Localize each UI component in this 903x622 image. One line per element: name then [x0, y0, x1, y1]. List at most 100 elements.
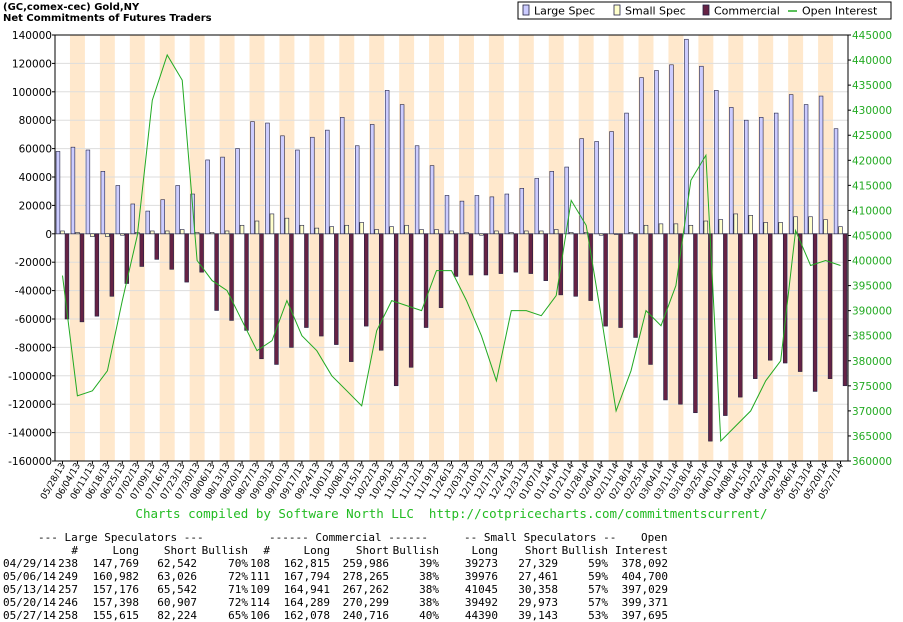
cell-oi: 397,029 [621, 583, 668, 596]
y-tick-label: 140000 [12, 30, 52, 42]
cell-ss-long: 41045 [464, 583, 498, 596]
table-row: 05/20/14 246 157,398 60,907 72% 114 164,289 270… [0, 596, 903, 609]
y-tick-label: 0 [45, 229, 52, 241]
small-spec-bar [808, 216, 813, 235]
col-open-interest: Interest [615, 544, 668, 557]
commercial-bar [154, 233, 159, 260]
small-spec-bar [733, 213, 738, 235]
small-spec-bar [778, 222, 783, 235]
cell-c-long: 162,078 [283, 609, 330, 622]
y-tick-label: 20000 [19, 200, 52, 212]
commercial-bar [349, 233, 354, 362]
commercial-bar [573, 233, 578, 297]
cell-ss-bull: 59% [588, 570, 608, 583]
small-spec-bar [314, 227, 320, 235]
small-spec-bar [479, 233, 484, 236]
cell-ss-long: 39492 [464, 596, 498, 609]
large-spec-bar [355, 145, 360, 235]
group-commercial: ------ Commercial ------ [269, 531, 428, 544]
y2-tick-label: 445000 [852, 30, 892, 42]
cell-c-short: 267,262 [342, 583, 389, 596]
commercial-bar [214, 233, 219, 311]
cell-c-bull: 40% [419, 609, 439, 622]
cell-ls-short: 82,224 [157, 609, 197, 622]
small-spec-bar [359, 222, 364, 235]
cell-oi: 397,695 [621, 609, 668, 622]
week-band [488, 35, 504, 461]
y-tick-label: -140000 [8, 428, 52, 440]
legend-swatch [522, 4, 530, 16]
group-small-spec: -- Small Speculators -- [464, 531, 617, 544]
cell-date: 05/06/14 [3, 570, 56, 583]
commercial-bar [483, 233, 489, 276]
small-spec-bar [464, 232, 469, 235]
small-spec-bar [838, 226, 843, 235]
cell-ls-long: 157,398 [92, 596, 139, 609]
commercial-bar [64, 233, 70, 320]
large-spec-bar [384, 90, 390, 235]
large-spec-bar [773, 112, 779, 235]
small-spec-bar [404, 224, 409, 235]
large-spec-bar [190, 193, 195, 235]
col-ss-bullish: Bullish [561, 544, 608, 557]
large-spec-bar [818, 95, 824, 235]
large-spec-bar [669, 64, 674, 235]
week-band [548, 35, 564, 461]
large-spec-bar [414, 145, 420, 235]
commercial-bar [468, 233, 474, 276]
small-spec-bar [179, 229, 185, 235]
cell-c-long: 164,941 [283, 583, 330, 596]
large-spec-bar [684, 38, 689, 235]
table-row: 05/13/14 257 157,176 65,542 71% 109 164,941 267… [0, 583, 903, 596]
legend: Large Spec Small Spec Commercial Open Inter… [517, 1, 892, 20]
cell-c-n: 108 [250, 557, 270, 570]
large-spec-bar [250, 121, 255, 235]
commercial-bar [169, 233, 174, 270]
large-spec-bar [639, 77, 644, 235]
small-spec-bar [374, 229, 379, 235]
cell-ls-bull: 70% [228, 557, 248, 570]
col-ss-long: Long [471, 544, 499, 557]
cell-c-short: 278,265 [342, 570, 389, 583]
small-spec-bar [509, 232, 514, 235]
large-spec-bar [145, 210, 150, 235]
cell-c-short: 240,716 [342, 609, 389, 622]
small-spec-bar [150, 230, 155, 235]
cell-ls-long: 147,769 [92, 557, 139, 570]
commercial-bar [618, 233, 623, 328]
large-spec-bar [564, 166, 569, 235]
cell-c-long: 164,289 [283, 596, 330, 609]
commercial-bar [184, 233, 189, 283]
week-band [458, 35, 474, 461]
commercial-bar [693, 233, 698, 414]
summary-table: --- Large Speculators --- ------ Commerc… [0, 531, 903, 622]
large-spec-bar [654, 70, 659, 235]
commercial-bar [812, 233, 818, 392]
large-spec-bar [504, 193, 510, 235]
cell-ls-bull: 71% [228, 583, 248, 596]
small-spec-bar [269, 213, 275, 235]
cell-ss-bull: 57% [588, 596, 608, 609]
col-ls-n: # [71, 544, 78, 557]
cell-ss-short: 29,973 [518, 596, 558, 609]
col-c-short: Short [355, 544, 389, 557]
cell-c-bull: 39% [419, 557, 439, 570]
large-spec-bar [579, 138, 584, 235]
table-row: 04/29/14 238 147,769 62,542 70% 108 162,815 259… [0, 557, 903, 570]
cell-ls-short: 63,026 [157, 570, 197, 583]
y2-tick-label: 425000 [852, 130, 892, 142]
cell-date: 05/13/14 [3, 583, 56, 596]
large-spec-bar [100, 171, 106, 235]
large-spec-bar [295, 149, 300, 235]
y2-tick-label: 370000 [852, 406, 892, 418]
commercial-bar [753, 233, 758, 379]
large-spec-bar [85, 149, 91, 235]
small-spec-bar [718, 219, 724, 235]
commercial-bar [94, 233, 100, 317]
large-spec-bar [459, 200, 465, 235]
cell-date: 05/27/14 [3, 609, 56, 622]
large-spec-bar [624, 112, 629, 235]
cell-c-short: 270,299 [342, 596, 389, 609]
cell-ss-short: 27,329 [518, 557, 558, 570]
y-tick-label: 100000 [12, 87, 52, 99]
